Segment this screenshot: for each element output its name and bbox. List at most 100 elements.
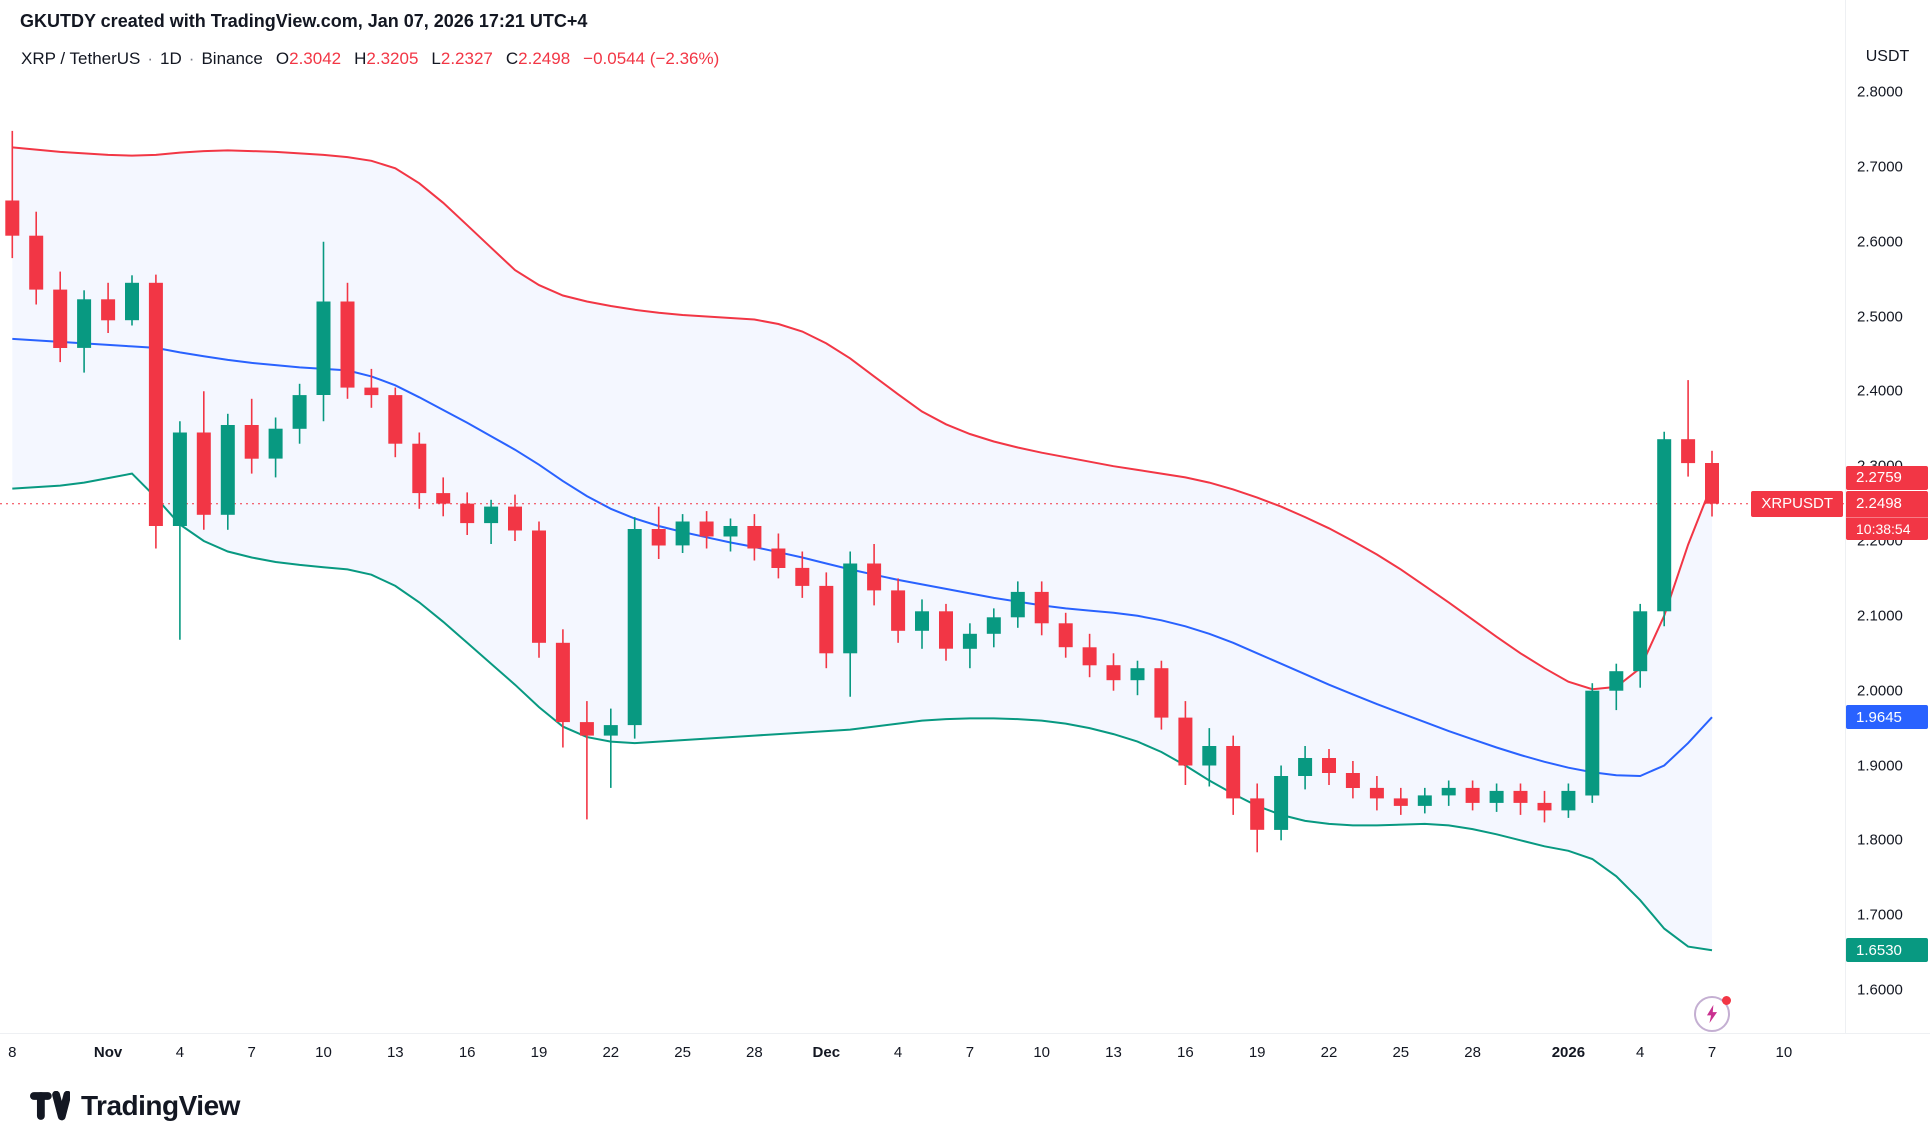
candle bbox=[316, 241, 331, 422]
time-tick-label: 4 bbox=[175, 1044, 185, 1061]
tradingview-wordmark: TradingView bbox=[81, 1090, 240, 1121]
candle bbox=[508, 494, 522, 541]
price-tick-label: 2.8000 bbox=[1857, 83, 1903, 101]
candle bbox=[1322, 749, 1336, 785]
candle bbox=[1178, 701, 1193, 785]
time-tick-label: 7 bbox=[247, 1044, 256, 1061]
symbol-price-label: XRPUSDT bbox=[1751, 490, 1843, 517]
price-tick-label: 2.0000 bbox=[1857, 682, 1903, 700]
bb-upper-line bbox=[12, 146, 1713, 691]
tradingview-logo-icon bbox=[30, 1091, 70, 1121]
chart-legend[interactable]: XRP / TetherUS · 1D · Binance O2.3042 H2… bbox=[21, 49, 719, 69]
basis-band-price-badge: 1.9645 bbox=[1846, 705, 1928, 730]
candle bbox=[747, 514, 762, 561]
candle bbox=[125, 275, 139, 326]
time-axis[interactable]: 8 Nov 4 7 10 13 16 19 22 25 28 Dec 4 7 10 13 16 19 22 25 28 2… bbox=[0, 1033, 1930, 1078]
low-label: L bbox=[431, 49, 441, 68]
candle bbox=[627, 517, 642, 739]
candle bbox=[532, 521, 546, 658]
ohlc-low: L2.2327 bbox=[431, 49, 492, 69]
time-tick-label: 10 bbox=[1775, 1044, 1793, 1061]
candle bbox=[148, 274, 163, 549]
candle bbox=[771, 533, 786, 579]
candle bbox=[986, 608, 1001, 648]
candle bbox=[939, 603, 953, 661]
attribution-text: GKUTDY created with TradingView.com, Jan… bbox=[20, 11, 588, 31]
price-tick-label: 2.7000 bbox=[1857, 158, 1903, 176]
lightning-button[interactable] bbox=[1694, 996, 1731, 1032]
price-tick-label: 2.6000 bbox=[1857, 233, 1903, 251]
ohlc-close: C2.2498 bbox=[506, 49, 570, 69]
candle bbox=[723, 518, 738, 552]
last-price-value: 2.2498 bbox=[1856, 495, 1902, 513]
candle bbox=[819, 572, 834, 669]
price-axis-currency[interactable]: USDT bbox=[1865, 48, 1910, 65]
candle bbox=[1609, 663, 1624, 711]
candle bbox=[843, 551, 858, 697]
legend-separator: · bbox=[147, 49, 154, 68]
lightning-icon bbox=[1706, 1004, 1718, 1024]
candle bbox=[460, 492, 475, 535]
time-tick-label: 13 bbox=[1105, 1044, 1122, 1061]
candle bbox=[1705, 450, 1719, 517]
candle bbox=[340, 282, 355, 399]
candle bbox=[1274, 765, 1289, 841]
time-tick-label: 16 bbox=[458, 1044, 476, 1061]
candle bbox=[1202, 728, 1217, 787]
time-tick-label: 19 bbox=[1248, 1044, 1266, 1061]
close-value: 2.2498 bbox=[518, 49, 571, 68]
candle bbox=[1465, 780, 1480, 811]
candle bbox=[1681, 380, 1696, 477]
candle bbox=[172, 421, 187, 640]
time-tick-label: 13 bbox=[386, 1044, 404, 1061]
candle bbox=[53, 271, 68, 363]
time-tick-label: 28 bbox=[1464, 1044, 1481, 1061]
candle bbox=[555, 629, 570, 748]
tradingview-brand[interactable]: TradingView bbox=[30, 1090, 240, 1122]
time-tick-label: Nov bbox=[93, 1044, 123, 1061]
interval-label[interactable]: 1D bbox=[160, 49, 182, 68]
candle bbox=[603, 708, 618, 788]
time-tick-label: 7 bbox=[1707, 1044, 1717, 1061]
candle bbox=[1537, 790, 1552, 823]
time-tick-label: 7 bbox=[965, 1044, 975, 1061]
candle bbox=[1034, 581, 1049, 636]
price-tick-label: 1.9000 bbox=[1857, 757, 1903, 774]
change-value: −0.0544 (−2.36%) bbox=[583, 49, 720, 68]
price-tick-label: 2.4000 bbox=[1857, 382, 1903, 400]
candle bbox=[1226, 735, 1241, 815]
time-tick-label: 25 bbox=[1392, 1044, 1410, 1061]
price-tick-label: 2.5000 bbox=[1857, 308, 1903, 325]
time-tick-label: 19 bbox=[530, 1044, 548, 1061]
candle bbox=[1585, 683, 1600, 803]
candle bbox=[412, 432, 427, 509]
time-tick-label: 10 bbox=[1033, 1044, 1051, 1061]
candle bbox=[1633, 603, 1648, 688]
bar-countdown: 10:38:54 bbox=[1846, 516, 1928, 540]
low-value: 2.2327 bbox=[440, 49, 493, 68]
price-tick-label: 1.8000 bbox=[1857, 831, 1903, 849]
time-tick-label: Dec bbox=[812, 1044, 841, 1061]
candle bbox=[651, 506, 666, 559]
price-axis[interactable]: 2.80002.70002.60002.50002.40002.30002.20… bbox=[1845, 0, 1930, 1033]
notification-dot bbox=[1722, 996, 1731, 1005]
candle bbox=[1345, 761, 1360, 799]
candle bbox=[1106, 653, 1121, 691]
exchange-label[interactable]: Binance bbox=[201, 49, 263, 68]
high-value: 2.3205 bbox=[366, 49, 419, 68]
candle bbox=[1250, 783, 1265, 853]
candle bbox=[675, 514, 690, 553]
candle bbox=[1298, 746, 1313, 790]
close-label: C bbox=[505, 49, 519, 68]
time-tick-label: 8 bbox=[8, 1044, 17, 1061]
upper-band-price-badge: 2.2759 bbox=[1846, 465, 1928, 490]
candle bbox=[962, 623, 977, 669]
candle bbox=[1058, 612, 1073, 658]
candle bbox=[891, 578, 906, 643]
candle bbox=[579, 701, 594, 820]
symbol-title[interactable]: XRP / TetherUS bbox=[21, 49, 141, 68]
candle bbox=[1513, 783, 1528, 815]
candle bbox=[484, 499, 499, 544]
candle bbox=[867, 544, 882, 606]
